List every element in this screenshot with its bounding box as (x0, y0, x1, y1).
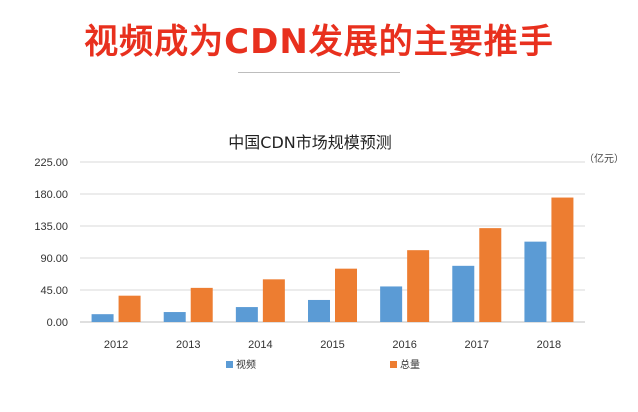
bar-video-2018 (524, 241, 547, 322)
grid-lines (80, 161, 585, 323)
bar-video-2013 (163, 312, 186, 322)
chart-title: 中国CDN市场规模预测 (228, 133, 391, 152)
bar-total-2017 (479, 228, 502, 322)
y-tick-label: 180.00 (34, 189, 68, 201)
bar-video-2017 (452, 265, 475, 322)
bar-video-2014 (235, 307, 258, 322)
y-tick-label: 90.00 (40, 253, 68, 265)
bar-video-2012 (91, 314, 114, 322)
bar-total-2018 (551, 197, 574, 322)
x-tick-label: 2016 (392, 339, 416, 351)
x-tick-label: 2018 (537, 339, 561, 351)
legend-label-total: 总量 (400, 358, 420, 371)
legend-label-video: 视频 (236, 358, 256, 371)
x-axis-ticks: 2012 2013 2014 2015 2016 2017 2018 (104, 339, 561, 351)
legend-swatch-video (226, 361, 233, 368)
x-tick-label: 2014 (248, 339, 272, 351)
y-axis-unit: （亿元） (584, 152, 624, 165)
x-tick-label: 2017 (465, 339, 489, 351)
bar-total-2015 (335, 268, 357, 322)
y-axis-ticks: 0.00 45.00 90.00 135.00 180.00 225.00 (34, 157, 68, 329)
x-tick-label: 2013 (176, 339, 200, 351)
bar-video-2015 (308, 299, 330, 322)
y-tick-label: 135.00 (34, 221, 68, 233)
bar-total-2012 (118, 295, 141, 322)
bar-total-2016 (407, 250, 430, 322)
bar-video-2016 (380, 286, 403, 322)
legend-swatch-total (390, 361, 397, 368)
y-tick-label: 0.00 (47, 317, 68, 329)
headline-underline (238, 72, 400, 73)
y-tick-label: 225.00 (34, 157, 68, 169)
x-tick-label: 2015 (320, 339, 344, 351)
page-headline: 视频成为CDN发展的主要推手 (84, 22, 554, 62)
legend: 视频 总量 (226, 358, 420, 371)
x-tick-label: 2012 (104, 339, 128, 351)
bars (91, 197, 574, 322)
bar-total-2014 (262, 279, 285, 322)
bar-total-2013 (190, 287, 213, 322)
y-tick-label: 45.00 (40, 285, 68, 297)
